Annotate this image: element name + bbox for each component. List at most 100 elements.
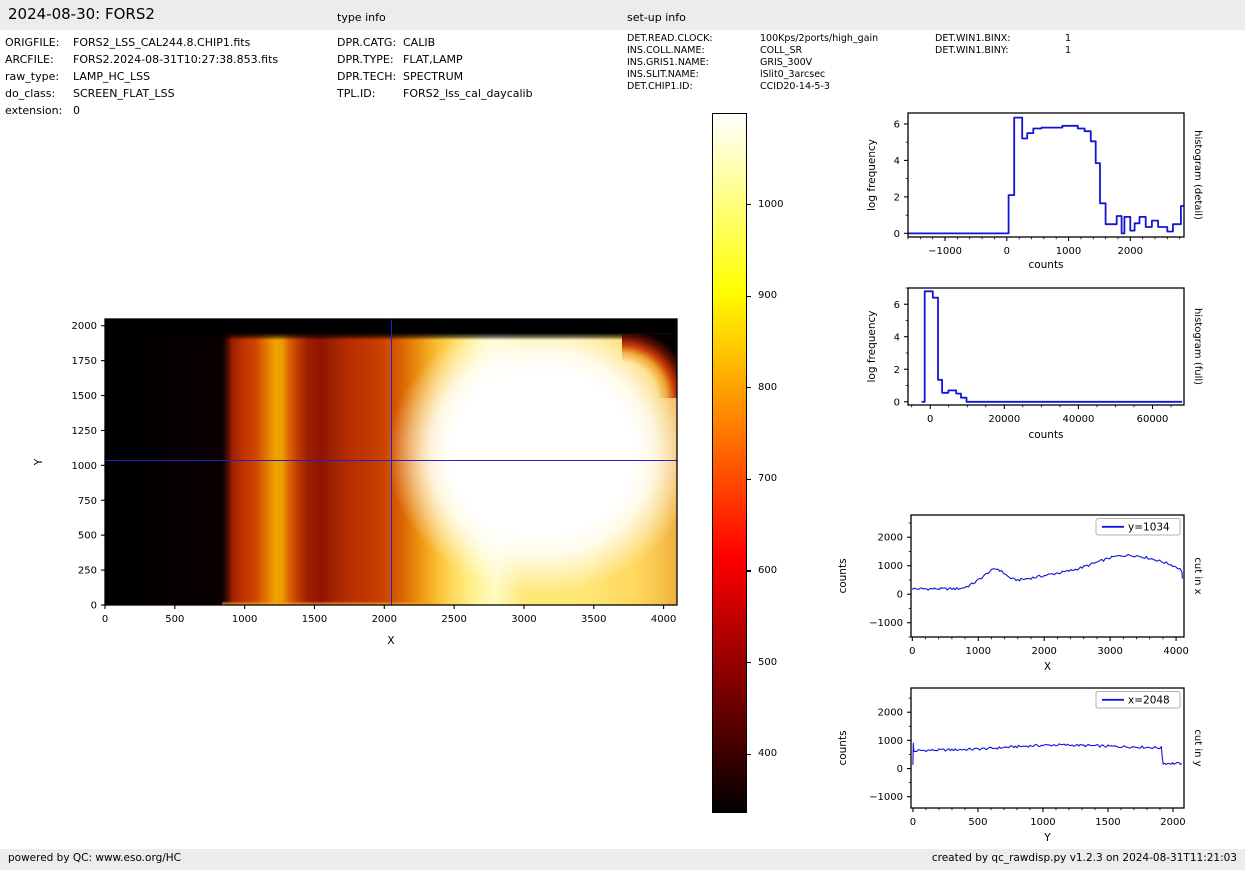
- colorbar-tick: [747, 387, 751, 389]
- svg-text:0: 0: [91, 601, 97, 612]
- colorbar-tick-label: 800: [758, 381, 778, 393]
- info-row: ARCFILE: FORS2.2024-08-31T10:27:38.853.fi…: [5, 51, 278, 68]
- svg-text:0: 0: [910, 817, 916, 828]
- svg-text:4: 4: [894, 332, 900, 343]
- info-row: DET.WIN1.BINY: 1: [935, 45, 1071, 57]
- right-axis-label: cut in y: [1192, 729, 1203, 766]
- info-row: ORIGFILE: FORS2_LSS_CAL244.8.CHIP1.fits: [5, 34, 278, 51]
- axes-frame: [907, 112, 1185, 238]
- info-value: 0: [73, 104, 80, 117]
- svg-text:500: 500: [968, 817, 987, 828]
- info-value: 1: [1065, 45, 1072, 56]
- series: [911, 553, 1183, 591]
- hist-full-svg: 0 20000 40000 60000 0 2 4 6 counts log frequency h…: [866, 287, 1203, 441]
- info-value: CCID20-14-5-3: [760, 81, 830, 92]
- y-axis-label: counts: [837, 558, 849, 593]
- info-value: lSlit0_3arcsec: [760, 69, 826, 80]
- setup-info-right-block: DET.WIN1.BINX: 1 DET.WIN1.BINY: 1: [935, 33, 1071, 57]
- svg-text:750: 750: [78, 496, 97, 507]
- y-axis-label: counts: [837, 730, 849, 765]
- info-label: ORIGFILE:: [5, 36, 60, 49]
- info-row: DPR.CATG: CALIB: [337, 34, 533, 51]
- colorbar-tick-label: 500: [758, 656, 778, 668]
- data-line: [921, 290, 1183, 403]
- colorbar-gradient: [712, 113, 747, 813]
- x-ticks: −1000 0 1000 2000: [928, 237, 1143, 257]
- y-axis-label: Y: [33, 458, 45, 466]
- svg-text:1000: 1000: [1056, 246, 1081, 257]
- colorbar-tick-label: 1000: [758, 198, 784, 210]
- svg-text:4000: 4000: [651, 614, 676, 625]
- svg-text:2000: 2000: [878, 708, 903, 719]
- svg-text:1000: 1000: [878, 561, 903, 572]
- x-ticks: 0 20000 40000 60000: [927, 405, 1168, 425]
- svg-text:500: 500: [165, 614, 184, 625]
- svg-text:1750: 1750: [72, 356, 97, 367]
- info-row: extension: 0: [5, 102, 278, 119]
- header-bar: [0, 0, 1245, 30]
- info-value: CALIB: [403, 36, 436, 49]
- info-row: DET.WIN1.BINX: 1: [935, 33, 1071, 45]
- svg-text:3000: 3000: [1097, 646, 1122, 657]
- axes-frame: [910, 514, 1185, 638]
- svg-text:1500: 1500: [302, 614, 327, 625]
- file-info-block: ORIGFILE: FORS2_LSS_CAL244.8.CHIP1.fits AR…: [5, 34, 278, 119]
- axes-frame: [907, 287, 1185, 406]
- info-label: TPL.ID:: [337, 87, 376, 100]
- raw-detector-image: [105, 319, 677, 605]
- svg-text:0: 0: [894, 229, 900, 240]
- svg-text:−1000: −1000: [869, 618, 903, 629]
- svg-text:0: 0: [102, 614, 108, 625]
- colorbar-tick: [747, 570, 751, 572]
- info-value: FORS2_LSS_CAL244.8.CHIP1.fits: [73, 36, 251, 49]
- info-row: DPR.TYPE: FLAT,LAMP: [337, 51, 533, 68]
- colorbar-tick: [747, 753, 751, 755]
- info-label: DPR.CATG:: [337, 36, 397, 49]
- svg-text:1000: 1000: [966, 646, 991, 657]
- legend-label: y=1034: [1128, 521, 1170, 533]
- setup-info-section-label: set-up info: [627, 11, 686, 24]
- info-label: extension:: [5, 104, 63, 117]
- x-axis-label: counts: [1028, 429, 1063, 441]
- page-title: 2024-08-30: FORS2: [8, 5, 155, 23]
- svg-text:60000: 60000: [1137, 414, 1169, 425]
- histogram-full-plot: 0 20000 40000 60000 0 2 4 6 counts log frequency h…: [866, 287, 1203, 441]
- right-axis-label: cut in x: [1192, 557, 1203, 594]
- info-value: 100Kps/2ports/high_gain: [760, 33, 879, 44]
- svg-text:250: 250: [78, 566, 97, 577]
- info-row: do_class: SCREEN_FLAT_LSS: [5, 85, 278, 102]
- info-value: SPECTRUM: [403, 70, 464, 83]
- info-value: LAMP_HC_LSS: [73, 70, 151, 83]
- info-label: do_class:: [5, 87, 56, 100]
- svg-text:1000: 1000: [232, 614, 257, 625]
- svg-text:3500: 3500: [581, 614, 606, 625]
- x-axis-label: Y: [1043, 832, 1051, 844]
- x-axis-label: counts: [1028, 259, 1063, 271]
- info-label: DET.CHIP1.ID:: [627, 81, 693, 92]
- info-label: DET.WIN1.BINX:: [935, 33, 1011, 44]
- svg-text:1000: 1000: [72, 461, 97, 472]
- svg-text:1500: 1500: [1095, 817, 1120, 828]
- x-axis-label: X: [387, 635, 394, 647]
- minor-ticks: [908, 697, 1161, 811]
- info-label: ARCFILE:: [5, 53, 54, 66]
- info-label: DPR.TECH:: [337, 70, 397, 83]
- hist-detail-svg: −1000 0 1000 2000 0 2 4 6 counts log frequency his…: [866, 112, 1203, 271]
- y-axis-label: log frequency: [866, 310, 878, 382]
- svg-text:0: 0: [927, 414, 933, 425]
- svg-text:1250: 1250: [72, 426, 97, 437]
- setup-info-block: DET.READ.CLOCK: 100Kps/2ports/high_gain IN…: [627, 33, 878, 93]
- svg-text:2: 2: [894, 365, 900, 376]
- svg-text:0: 0: [909, 646, 915, 657]
- svg-text:1000: 1000: [1030, 817, 1055, 828]
- bottom-edge-glow: [222, 601, 429, 605]
- svg-text:0: 0: [897, 590, 903, 601]
- data-line: [911, 553, 1183, 591]
- data-line: [912, 742, 1183, 766]
- minor-ticks: [905, 141, 1181, 240]
- info-row: TPL.ID: FORS2_lss_cal_daycalib: [337, 85, 533, 102]
- svg-text:2000: 2000: [372, 614, 397, 625]
